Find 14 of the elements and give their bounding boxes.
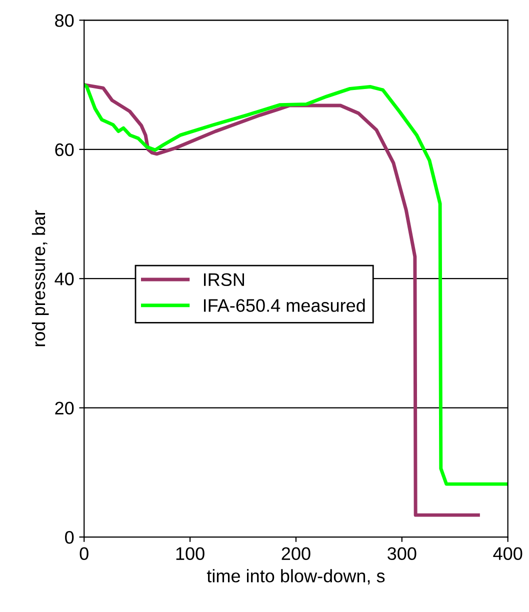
x-tick-label: 0: [80, 547, 88, 560]
legend-label: IRSN: [204, 273, 244, 286]
y-tick-label: 0: [65, 530, 74, 544]
x-tick-label: 200: [282, 547, 310, 560]
y-axis-title: rod pressure, bar: [32, 210, 49, 346]
x-tick-label: 400: [493, 547, 522, 560]
y-tick-label: 40: [54, 272, 74, 286]
x-tick-label: 100: [176, 547, 204, 560]
y-tick-label: 80: [55, 14, 74, 27]
y-tick-label: 60: [55, 143, 74, 156]
x-axis-title: time into blow-down, s: [206, 569, 385, 585]
legend-label: IFA-650.4 measured: [204, 298, 365, 312]
x-tick-label: 300: [388, 547, 416, 560]
y-tick-label: 20: [55, 402, 74, 415]
